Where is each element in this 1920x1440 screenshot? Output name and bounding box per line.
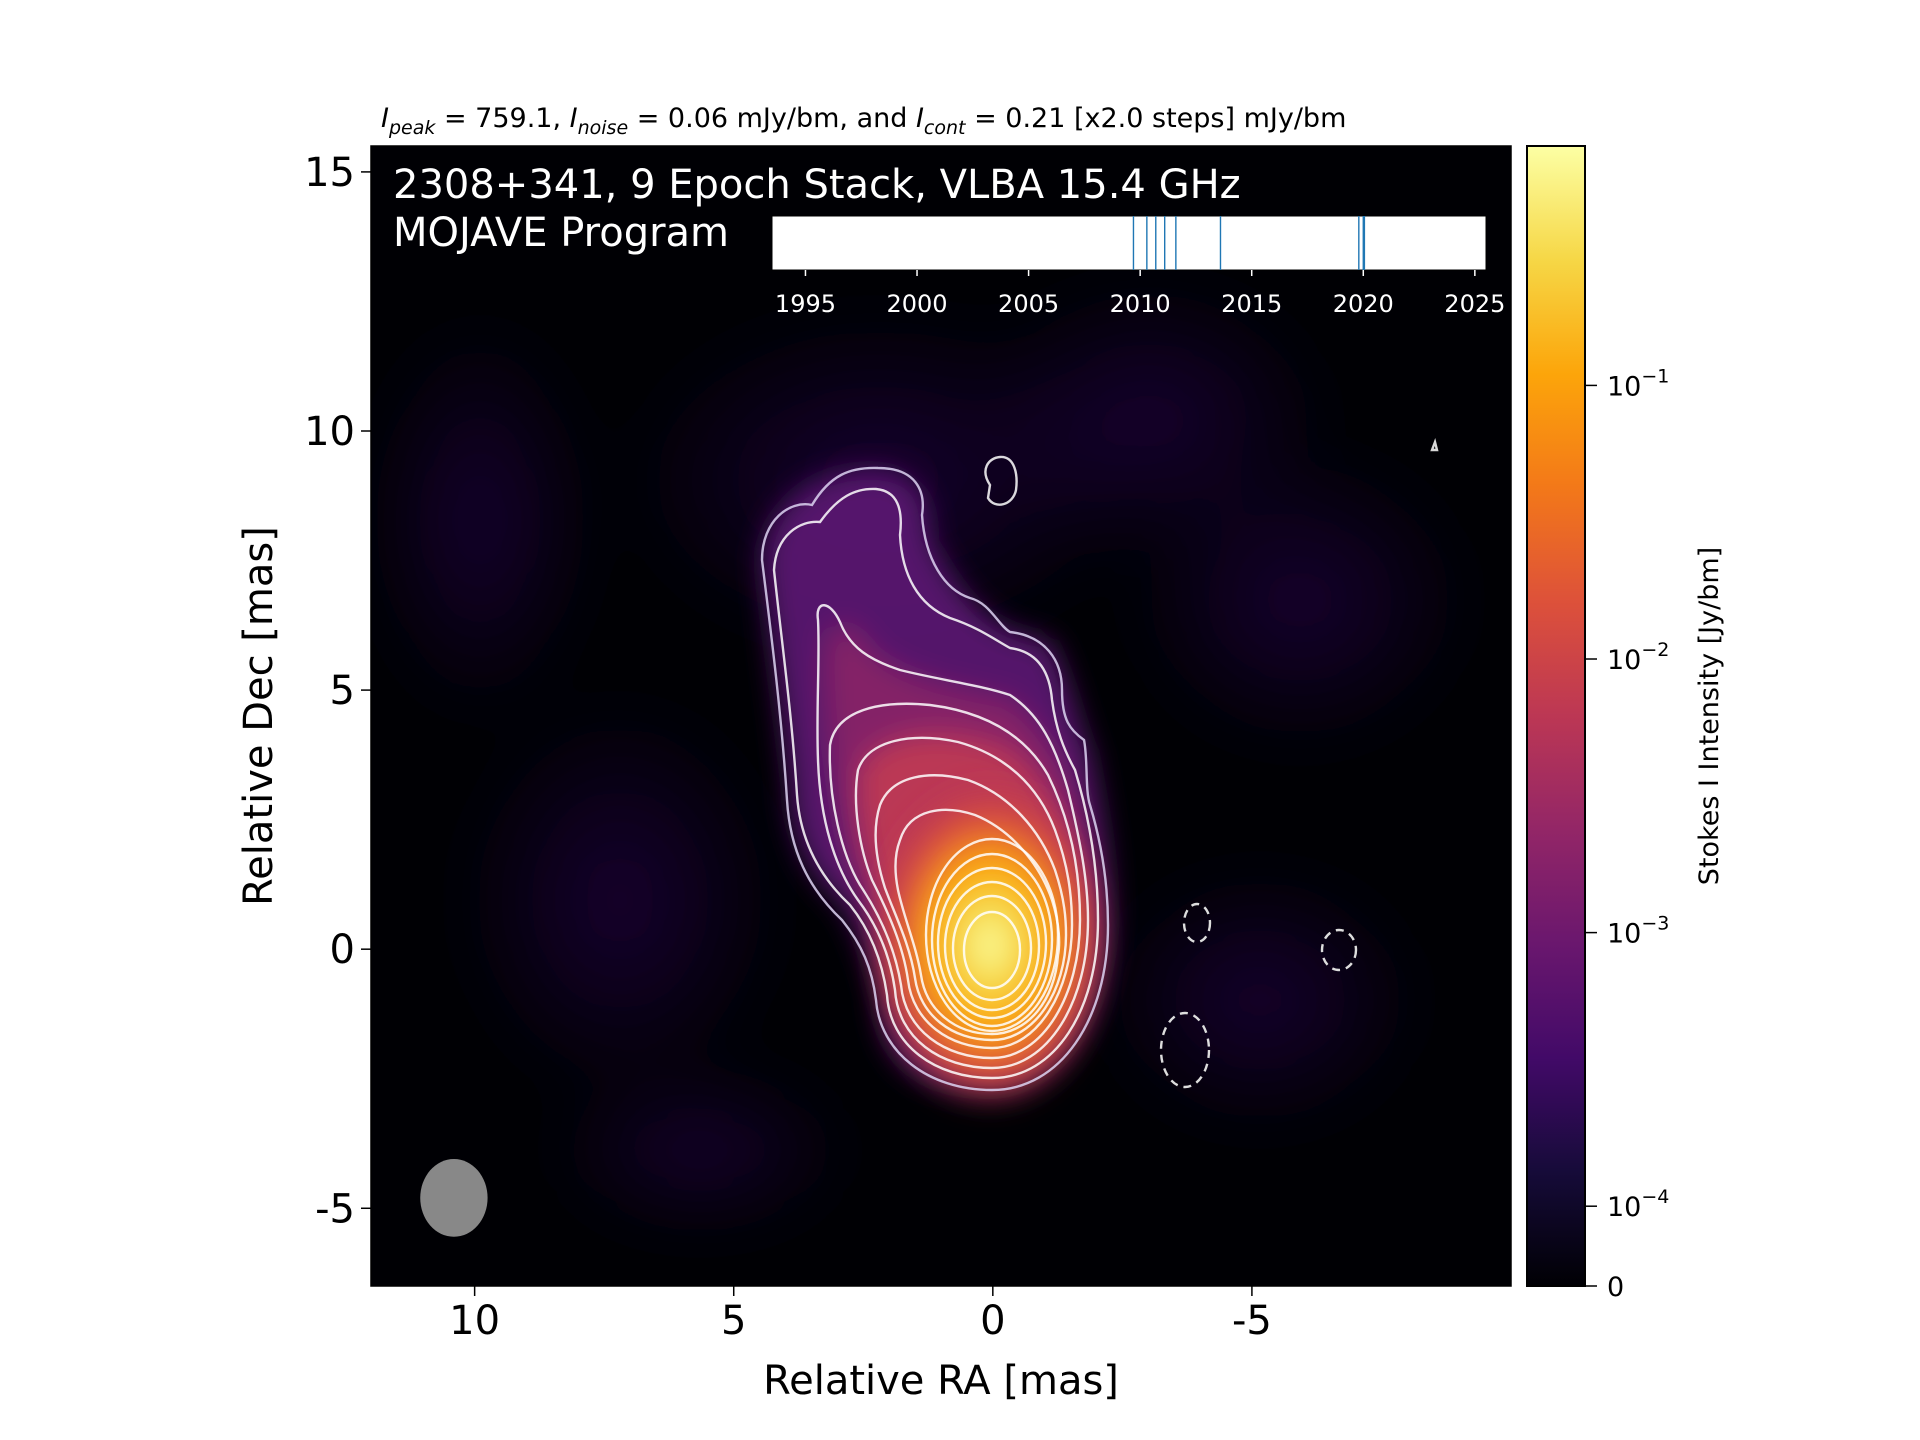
colorbar-tick-exponent: −3: [1641, 913, 1669, 935]
contour-level-5: [854, 736, 1074, 1050]
contour-level-1: [760, 466, 1110, 1092]
colorbar-tick-exponent: −4: [1641, 1186, 1669, 1208]
negative-contours: [1159, 902, 1358, 1089]
y-axis-label: Relative Dec [mas]: [236, 526, 282, 906]
haze-blob: [1130, 450, 1470, 750]
contour-level-13: [962, 910, 1022, 990]
epoch-tick-label: 1995: [775, 290, 836, 318]
y-tick-label: 5: [330, 668, 355, 714]
negative-contour: [1182, 902, 1212, 944]
epoch-lines: [1132, 216, 1366, 270]
epoch-axis: 1995 2000 2005 2010 2015 2020 2025: [775, 270, 1505, 318]
colorbar-tick-label: 10−3: [1607, 913, 1669, 950]
epoch-tick-label: 2025: [1444, 290, 1505, 318]
program-annotation: MOJAVE Program: [393, 210, 729, 256]
x-tick-label: 10: [449, 1298, 500, 1344]
colorbar-tick-base: 0: [1607, 1272, 1624, 1303]
plot-frame: [370, 145, 1512, 1287]
plot-area: [371, 146, 1511, 1286]
y-tick-label: 0: [330, 927, 355, 973]
haze-blob: [371, 320, 590, 720]
contour-level-8: [924, 837, 1060, 1033]
y-axis: 15 10 5 0 -5: [304, 150, 371, 1232]
colorbar-ticks: 10−110−210−310−40: [1585, 365, 1669, 1303]
contour-level-9: [930, 852, 1054, 1028]
colorbar-tick-exponent: −1: [1641, 365, 1669, 387]
negative-contour: [1159, 1011, 1211, 1089]
x-tick-label: 0: [980, 1298, 1005, 1344]
contour-level-10: [936, 866, 1048, 1020]
contour-layer: [760, 466, 1110, 1092]
colorbar-label: Stokes I Intensity [Jy/bm]: [1694, 547, 1725, 885]
epoch-tick-label: 2005: [998, 290, 1059, 318]
contour-level-6: [874, 774, 1068, 1042]
source-annotation: 2308+341, 9 Epoch Stack, VLBA 15.4 GHz: [393, 162, 1241, 208]
epoch-tick-label: 2010: [1110, 290, 1171, 318]
diffuse-emission: [371, 280, 1470, 1230]
epoch-tick-label: 2000: [886, 290, 947, 318]
contour-level-7: [894, 808, 1061, 1036]
x-axis: 10 5 0 -5: [449, 1286, 1272, 1344]
core-emission: [870, 780, 1110, 1110]
colorbar-tick-exponent: −2: [1641, 639, 1669, 661]
island-contour: [984, 455, 1018, 506]
contour-level-11: [943, 880, 1041, 1012]
colorbar-tick-label: 0: [1607, 1272, 1624, 1303]
colorbar: 10−110−210−310−40 Stokes I Intensity [Jy…: [1526, 145, 1725, 1303]
colorbar-gradient: [1526, 145, 1586, 1287]
colorbar-tick-base: 10: [1607, 645, 1641, 676]
x-axis-label: Relative RA [mas]: [763, 1358, 1119, 1404]
y-tick-label: -5: [315, 1186, 355, 1232]
contour-level-4: [828, 702, 1082, 1060]
x-tick-label: 5: [721, 1298, 746, 1344]
contour-level-3: [816, 604, 1090, 1070]
haze-blob: [1100, 870, 1420, 1130]
chart-title: Ipeak = 759.1, Inoise = 0.06 mJy/bm, and…: [381, 103, 1346, 139]
colorbar-tick-label: 10−2: [1607, 639, 1669, 676]
haze-blob: [550, 1070, 850, 1230]
colorbar-tick-label: 10−4: [1607, 1186, 1669, 1223]
y-tick-label: 15: [304, 150, 355, 196]
colorbar-tick-base: 10: [1607, 371, 1641, 402]
colorbar-tick-base: 10: [1607, 1192, 1641, 1223]
epoch-inset-background: [771, 215, 1487, 271]
x-tick-label: -5: [1232, 1298, 1272, 1344]
island-contours: [984, 437, 1439, 506]
epoch-tick-label: 2020: [1333, 290, 1394, 318]
contour-level-2: [772, 487, 1100, 1080]
epoch-inset: 1995 2000 2005 2010 2015 2020 2025: [771, 215, 1505, 318]
colorbar-tick-base: 10: [1607, 919, 1641, 950]
y-tick-label: 10: [304, 409, 355, 455]
negative-contour: [1320, 928, 1358, 972]
haze-blob: [460, 700, 780, 1100]
contour-level-12: [951, 894, 1033, 1002]
island-contour-tiny: [1430, 437, 1439, 452]
epoch-tick-label: 2015: [1221, 290, 1282, 318]
beam-ellipse: [420, 1159, 488, 1237]
colorbar-tick-label: 10−1: [1607, 365, 1669, 402]
